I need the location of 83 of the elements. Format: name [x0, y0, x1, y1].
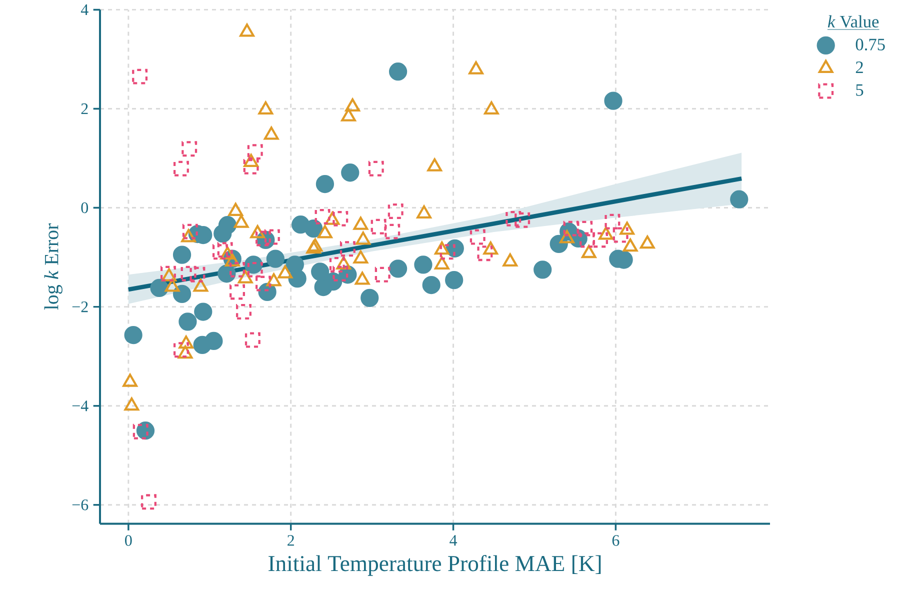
point	[140, 494, 156, 510]
point	[388, 260, 408, 278]
point	[370, 218, 386, 234]
point	[730, 190, 748, 209]
point	[124, 326, 142, 344]
x-tick-label: 0	[125, 535, 132, 546]
x-tick-label: 4	[450, 535, 458, 546]
point	[244, 256, 263, 274]
point	[304, 220, 323, 238]
point	[332, 211, 348, 227]
point	[514, 212, 530, 228]
point	[243, 159, 259, 175]
point	[477, 246, 493, 262]
legend-label: 5	[856, 84, 864, 96]
y-tick-label: 0	[81, 202, 88, 214]
x-tick-label: 2	[288, 535, 294, 546]
point	[172, 246, 192, 264]
point	[173, 342, 189, 358]
point	[286, 256, 304, 274]
point	[360, 288, 379, 308]
point	[173, 161, 189, 177]
point	[230, 262, 245, 278]
point	[194, 302, 212, 321]
line-series	[126, 176, 744, 292]
y-tick-label: −4	[72, 400, 88, 412]
point	[604, 92, 622, 110]
point	[212, 244, 228, 260]
point	[218, 216, 237, 234]
point	[340, 241, 356, 257]
point	[440, 244, 456, 260]
point	[217, 242, 233, 258]
point	[368, 161, 384, 177]
point	[332, 266, 348, 282]
legend-title: k Value	[828, 15, 879, 28]
point	[341, 164, 360, 182]
point	[388, 204, 404, 220]
point	[178, 312, 197, 331]
point	[132, 424, 148, 440]
y-tick-label: −6	[72, 500, 88, 510]
point	[182, 141, 198, 157]
point	[374, 267, 390, 283]
x-axis-title: Initial Temperature Profile MAE [K]	[268, 555, 601, 576]
point	[311, 262, 330, 281]
point	[470, 229, 486, 245]
point	[316, 175, 334, 194]
point	[414, 256, 432, 274]
point	[180, 266, 196, 282]
point	[204, 332, 223, 350]
point	[604, 214, 620, 230]
point	[329, 257, 345, 273]
y-axis-title: log k Error	[44, 224, 62, 310]
point	[182, 224, 198, 240]
point	[172, 285, 192, 304]
point	[422, 276, 440, 294]
y-tick-label: 2	[81, 104, 88, 114]
point	[445, 271, 464, 290]
legend-label: 2	[856, 62, 863, 74]
point	[132, 68, 148, 84]
point	[266, 250, 284, 268]
point	[580, 232, 596, 248]
point	[612, 227, 628, 243]
point	[236, 304, 252, 320]
point	[150, 279, 168, 298]
point	[388, 62, 408, 81]
point	[592, 232, 608, 248]
point	[256, 230, 271, 246]
point	[534, 260, 552, 279]
point	[247, 144, 263, 160]
y-tick-label: 4	[80, 4, 88, 16]
point	[230, 284, 245, 300]
point	[244, 332, 260, 348]
point	[314, 209, 330, 225]
point	[264, 229, 280, 245]
point	[190, 267, 206, 283]
point	[506, 211, 522, 227]
point	[563, 220, 579, 236]
y-tick-label: −2	[72, 302, 88, 312]
point	[256, 276, 271, 292]
point	[384, 224, 400, 240]
legend-label: 0.75	[856, 38, 885, 51]
x-tick-label: 6	[612, 535, 620, 546]
point	[247, 262, 263, 278]
point	[577, 220, 593, 236]
